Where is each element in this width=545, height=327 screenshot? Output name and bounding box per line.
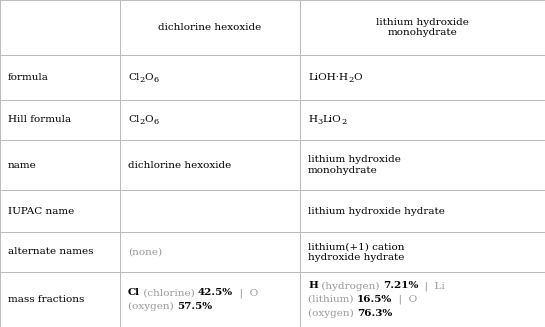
Text: 6: 6	[153, 118, 159, 126]
Text: (none): (none)	[128, 248, 162, 256]
Text: lithium hydroxide
monohydrate: lithium hydroxide monohydrate	[308, 155, 401, 175]
Text: |  O: | O	[392, 295, 417, 304]
Text: dichlorine hexoxide: dichlorine hexoxide	[159, 23, 262, 32]
Text: 7.21%: 7.21%	[383, 282, 418, 290]
Text: 6: 6	[153, 76, 159, 84]
Text: (oxygen): (oxygen)	[308, 308, 357, 318]
Text: O: O	[144, 73, 153, 82]
Text: |  O: | O	[233, 288, 258, 298]
Text: dichlorine hexoxide: dichlorine hexoxide	[128, 161, 231, 169]
Text: LiOH·H: LiOH·H	[308, 73, 348, 82]
Text: O: O	[144, 115, 153, 125]
Text: mass fractions: mass fractions	[8, 295, 84, 304]
Text: 42.5%: 42.5%	[198, 288, 233, 297]
Text: (oxygen): (oxygen)	[128, 302, 177, 311]
Text: |  Li: | Li	[418, 281, 445, 291]
Text: Cl: Cl	[128, 288, 140, 297]
Text: name: name	[8, 161, 37, 169]
Text: H: H	[308, 115, 317, 125]
Text: 2: 2	[348, 76, 353, 84]
Text: formula: formula	[8, 73, 49, 82]
Text: (hydrogen): (hydrogen)	[318, 282, 383, 291]
Text: lithium hydroxide hydrate: lithium hydroxide hydrate	[308, 206, 445, 215]
Text: lithium hydroxide
monohydrate: lithium hydroxide monohydrate	[376, 18, 469, 37]
Text: 76.3%: 76.3%	[357, 308, 392, 318]
Text: 2: 2	[140, 76, 144, 84]
Text: 2: 2	[140, 118, 144, 126]
Text: Cl: Cl	[128, 115, 140, 125]
Text: 2: 2	[341, 118, 346, 126]
Text: 16.5%: 16.5%	[357, 295, 392, 304]
Text: Hill formula: Hill formula	[8, 115, 71, 125]
Text: lithium(+1) cation
hydroxide hydrate: lithium(+1) cation hydroxide hydrate	[308, 242, 404, 262]
Text: 57.5%: 57.5%	[177, 302, 212, 311]
Text: LiO: LiO	[322, 115, 341, 125]
Text: (lithium): (lithium)	[308, 295, 357, 304]
Text: Cl: Cl	[128, 73, 140, 82]
Text: IUPAC name: IUPAC name	[8, 206, 74, 215]
Text: H: H	[308, 282, 318, 290]
Text: (chlorine): (chlorine)	[140, 288, 198, 297]
Text: 3: 3	[317, 118, 322, 126]
Text: alternate names: alternate names	[8, 248, 94, 256]
Text: O: O	[353, 73, 362, 82]
